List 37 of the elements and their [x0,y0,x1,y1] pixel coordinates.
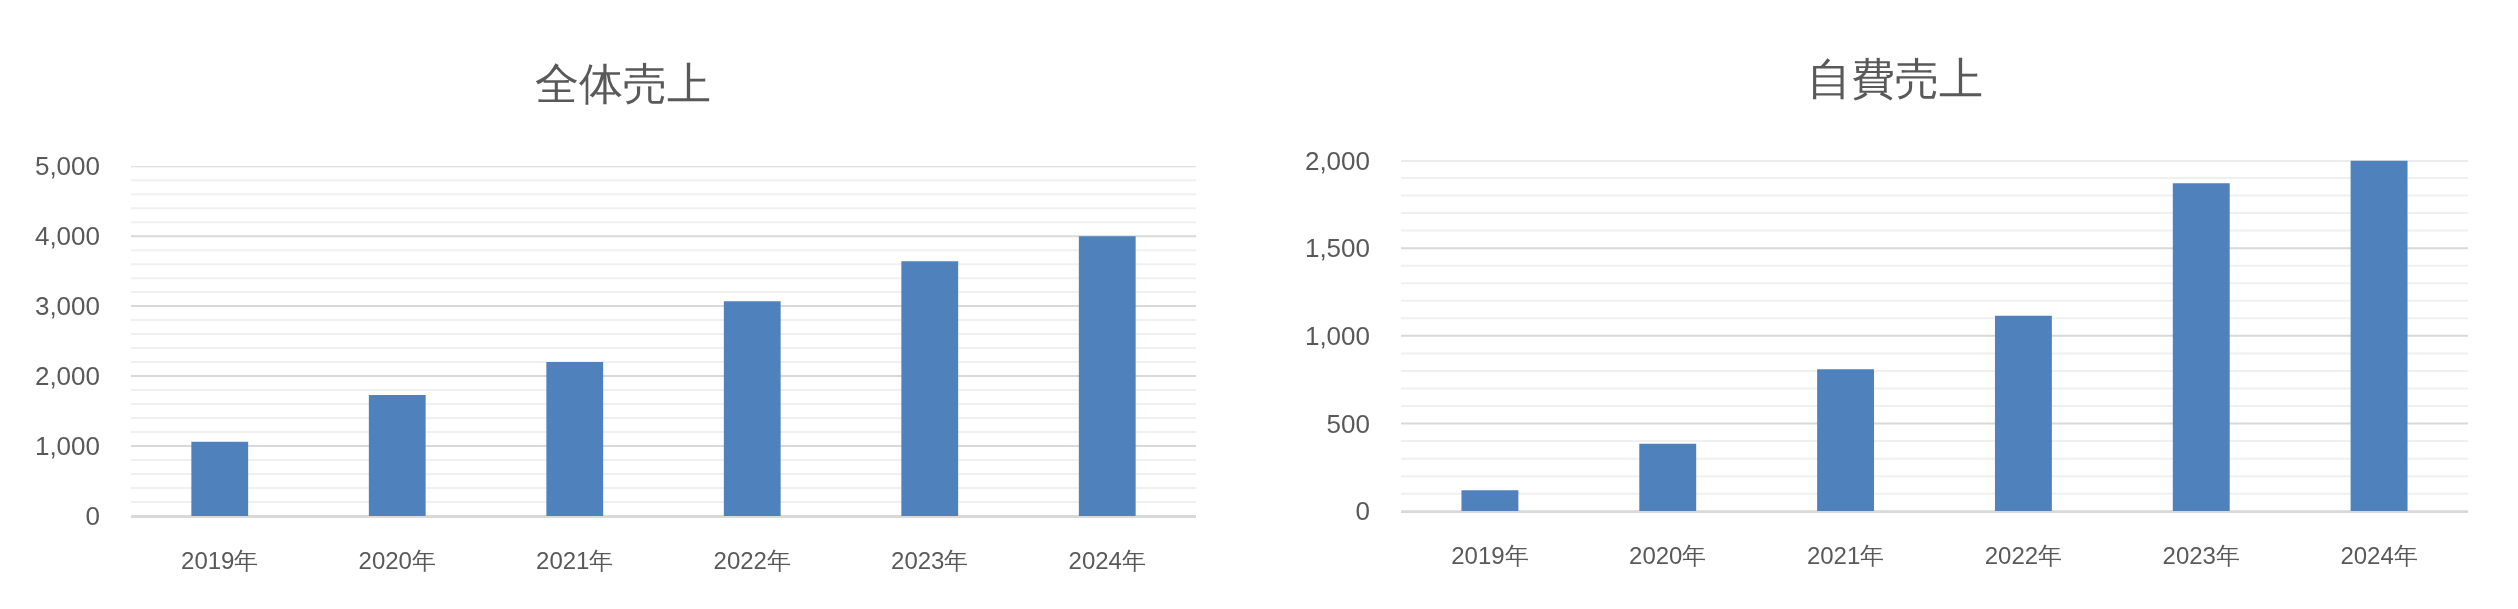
bar [2172,183,2230,512]
x-tick-label: 2021年 [536,546,614,574]
y-tick-label: 0 [85,501,100,532]
bar [723,301,781,517]
x-tick-label: 2020年 [1629,542,1707,570]
chart-title: 自費売上 [1807,54,1983,103]
x-tick-label: 2019年 [1451,542,1529,570]
x-tick-label: 2024年 [1068,546,1146,574]
y-tick-label: 1,000 [1304,320,1370,351]
bar [191,441,249,517]
bar [546,362,604,517]
y-tick-label: 2,000 [1304,145,1370,176]
x-tick-label: 2022年 [713,546,791,574]
bar [2350,160,2408,512]
y-tick-label: 5,000 [34,151,100,182]
y-tick-label: 1,000 [34,431,100,462]
y-tick-label: 500 [1326,408,1370,439]
x-tick-label: 2019年 [181,546,259,574]
y-tick-label: 2,000 [34,361,100,392]
chart-title: 全体売上 [535,59,711,108]
y-tick-label: 0 [1355,496,1370,527]
y-tick-label: 4,000 [34,221,100,252]
bar [368,394,426,517]
y-tick-label: 3,000 [34,291,100,322]
bar [1461,490,1519,512]
bar [1994,315,2052,512]
x-tick-label: 2023年 [2162,542,2240,570]
x-tick-label: 2023年 [891,546,969,574]
x-tick-label: 2024年 [2340,542,2418,570]
x-tick-label: 2022年 [1984,542,2063,570]
bar [901,261,959,517]
y-tick-label: 1,500 [1304,233,1370,264]
bar [1817,369,1875,512]
bar [1639,443,1697,512]
x-tick-label: 2021年 [1806,542,1885,570]
x-tick-label: 2020年 [358,546,436,574]
bar [1078,236,1136,517]
